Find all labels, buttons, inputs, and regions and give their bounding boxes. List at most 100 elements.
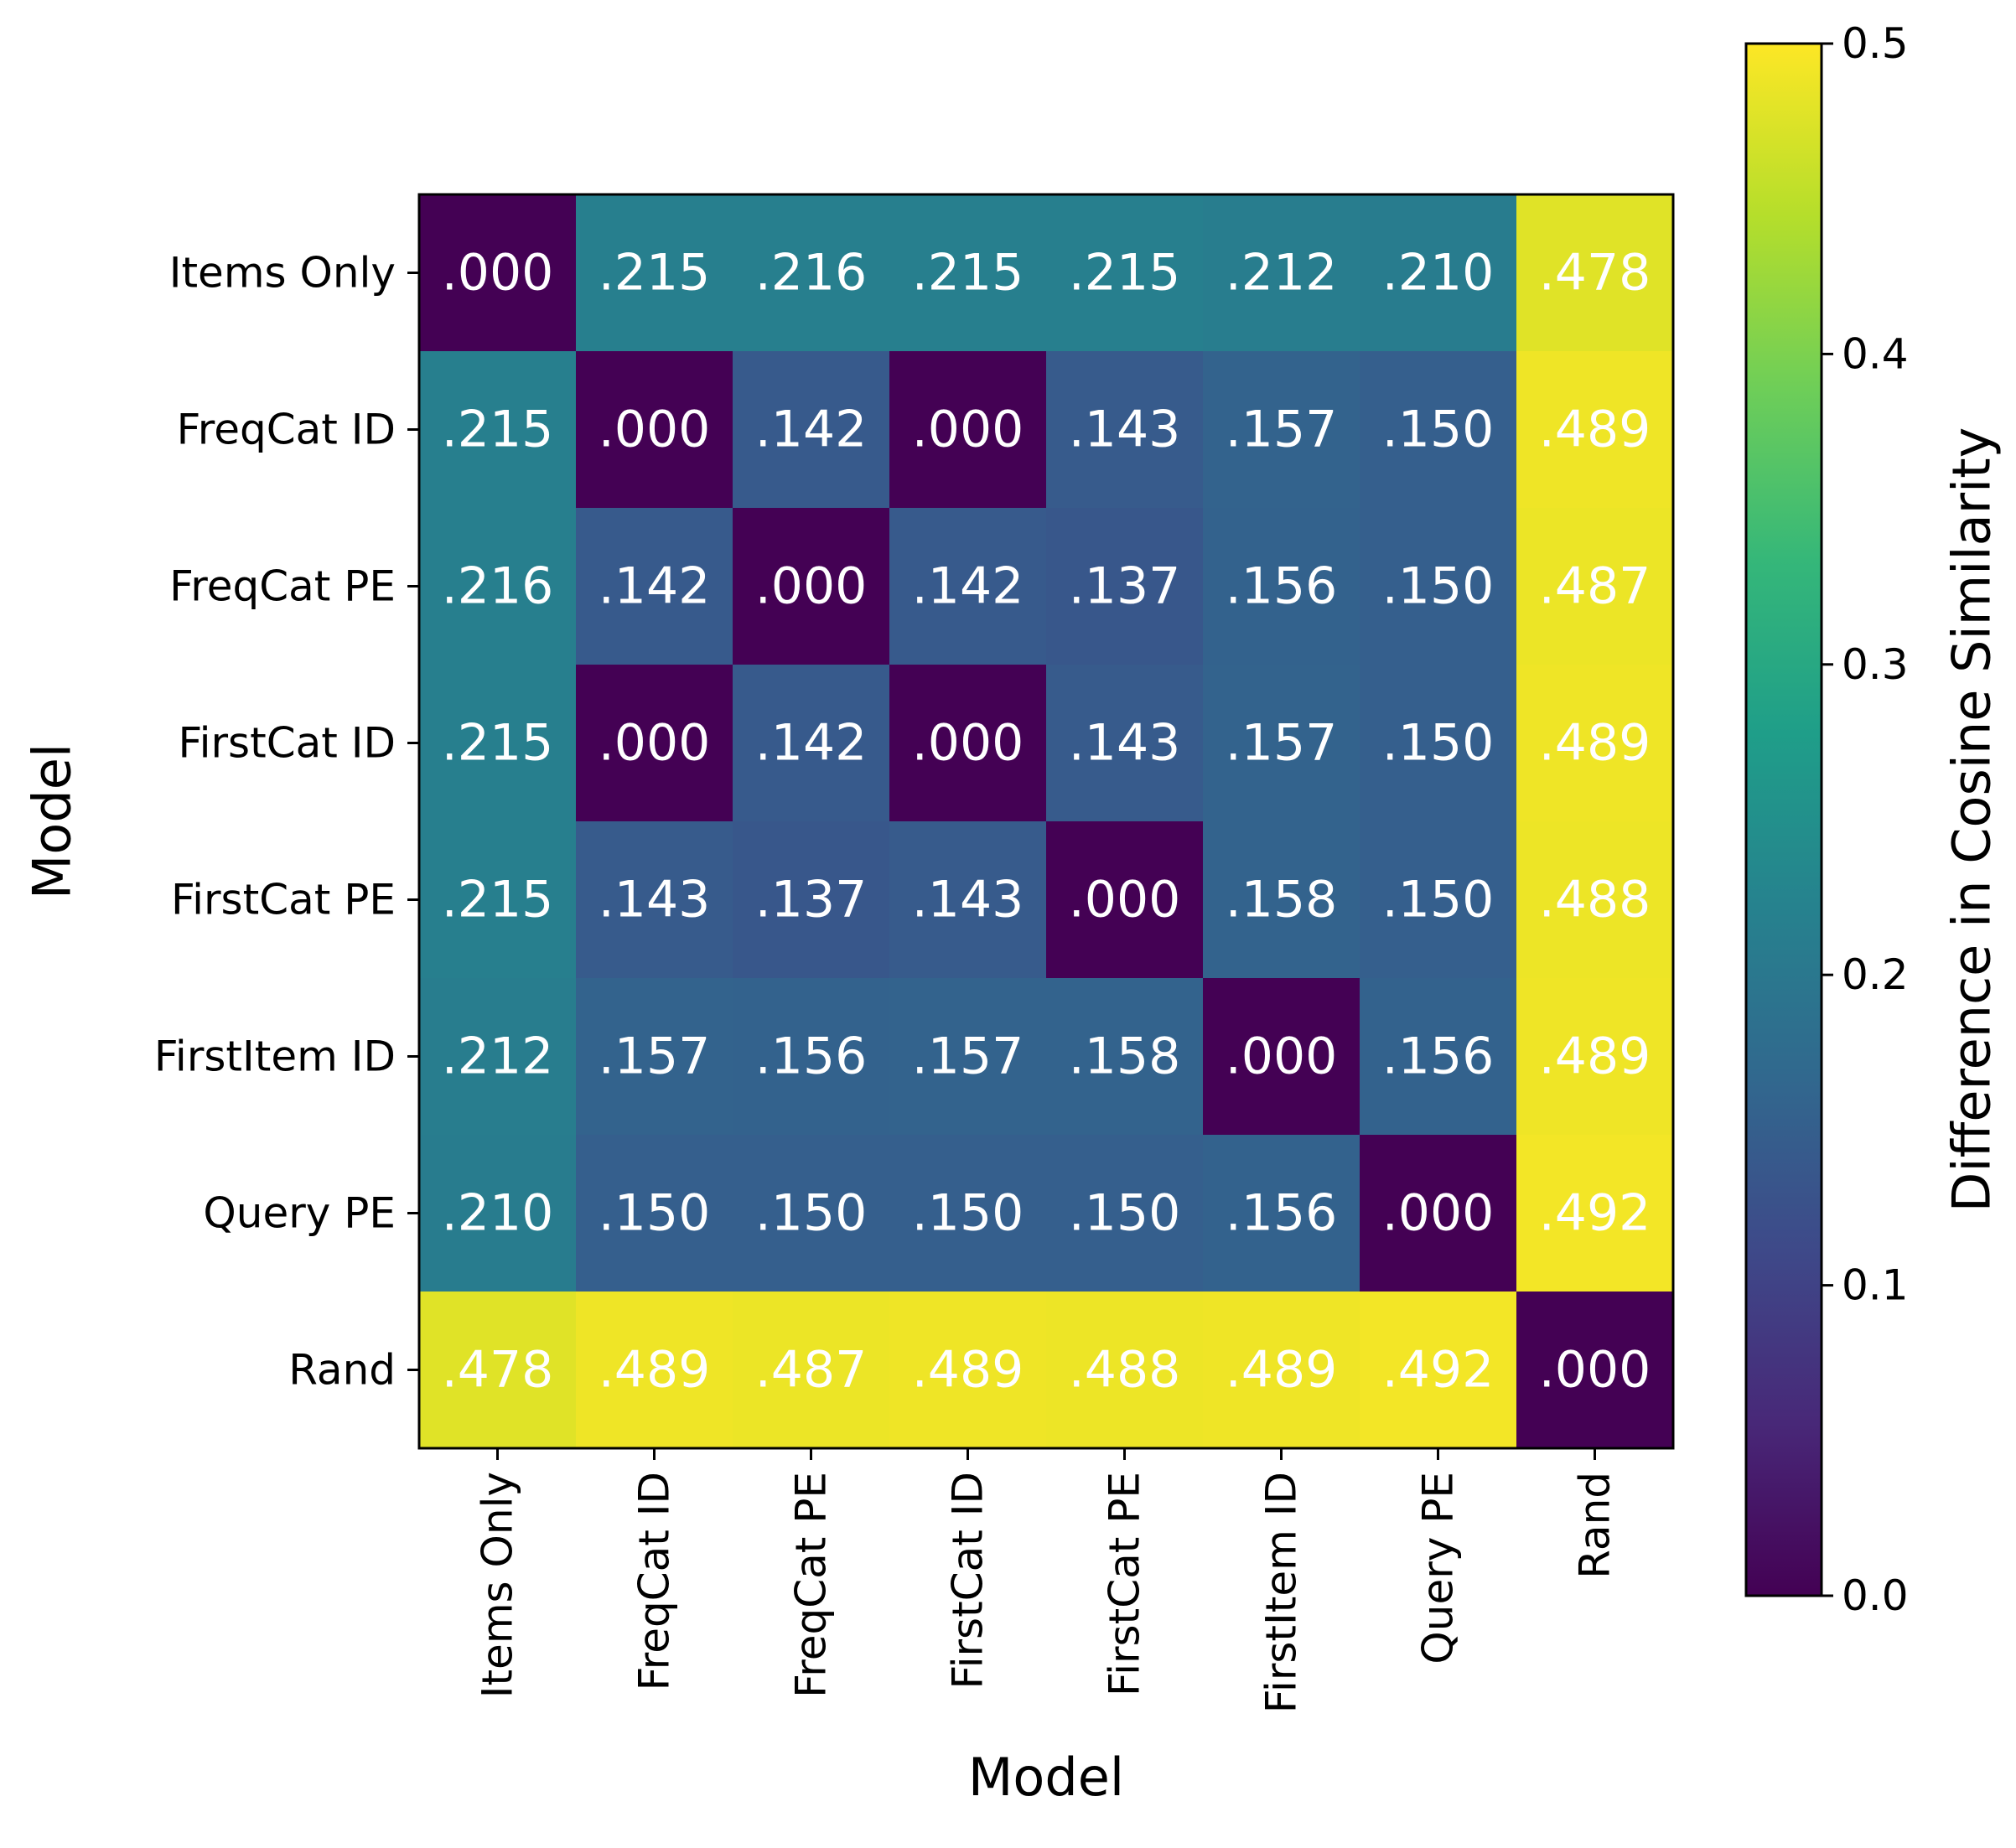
heatmap-cell-label: .492 [1382, 1341, 1495, 1400]
colorbar-tick-label: 0.5 [1842, 19, 1909, 68]
heatmap-cell-label: .478 [1539, 244, 1651, 303]
heatmap-cell [419, 351, 577, 509]
heatmap-cell [889, 1135, 1047, 1292]
heatmap-cell-label: .489 [912, 1341, 1024, 1400]
x-axis-label: Model [968, 1747, 1124, 1808]
y-tick-label: FirstCat ID [178, 719, 396, 768]
colorbar-frame [1744, 42, 1823, 1597]
heatmap-cell-label: .487 [755, 1341, 868, 1400]
heatmap-cell-label: .215 [1069, 244, 1181, 303]
heatmap-cell [576, 194, 733, 352]
heatmap-cell-label: .150 [912, 1184, 1024, 1243]
x-axis-ticks: Items Only FreqCat ID FreqCat PE FirstCat I… [474, 1448, 1620, 1713]
heatmap-cell-label: .157 [599, 1028, 711, 1086]
heatmap-cell [733, 665, 890, 822]
heatmap-cell-label: .158 [1226, 871, 1338, 929]
heatmap-cell-label: .215 [912, 244, 1024, 303]
heatmap-cell [1203, 351, 1360, 509]
heatmap-cell [1360, 1135, 1517, 1292]
heatmap-cell [1203, 978, 1360, 1136]
heatmap-cell [1516, 1135, 1674, 1292]
x-tick-label: FirstCat PE [1101, 1472, 1149, 1696]
heatmap-cell-label: .489 [1539, 714, 1651, 773]
heatmap-cell-label: .150 [1382, 557, 1495, 616]
heatmap-cell-label: .488 [1539, 871, 1651, 929]
heatmap-cell-label: .212 [442, 1028, 554, 1086]
y-tick-label: Items Only [169, 249, 396, 298]
heatmap-cell [419, 665, 577, 822]
heatmap-cell [1360, 1292, 1517, 1449]
heatmap-cell [1360, 821, 1517, 979]
heatmap-cell-label: .000 [755, 557, 868, 616]
heatmap-cell [889, 665, 1047, 822]
heatmap-cell-label: .478 [442, 1341, 554, 1400]
heatmap-cell-label: .000 [1539, 1341, 1651, 1400]
heatmap-cells [419, 194, 1674, 1449]
heatmap-cell [419, 508, 577, 665]
colorbar-tick-label: 0.0 [1842, 1571, 1909, 1620]
heatmap-cell [576, 821, 733, 979]
heatmap-cell [889, 1292, 1047, 1449]
heatmap-cell [1516, 508, 1674, 665]
y-tick-label: FirstItem ID [154, 1033, 396, 1081]
heatmap-cell-label: .143 [1069, 401, 1181, 459]
heatmap-cell [889, 194, 1047, 352]
heatmap-cell-label: .000 [1382, 1184, 1495, 1243]
heatmap-cell [889, 508, 1047, 665]
heatmap-cell [419, 1135, 577, 1292]
heatmap-cell [733, 1292, 890, 1449]
heatmap-cell-labels: .000 .215 .216 .215 .215 .212 .210 .478 .215 .000… [442, 244, 1651, 1400]
x-tick-label: FreqCat PE [787, 1472, 836, 1698]
heatmap-cell [1203, 665, 1360, 822]
x-tick-label: FirstItem ID [1257, 1472, 1306, 1713]
plot-frame [417, 193, 1675, 1450]
heatmap-cell-label: .489 [1226, 1341, 1338, 1400]
heatmap-cell-label: .489 [599, 1341, 711, 1400]
heatmap-cell-label: .000 [442, 244, 554, 303]
heatmap-cell-label: .000 [1226, 1028, 1338, 1086]
heatmap-cell-label: .158 [1069, 1028, 1181, 1086]
heatmap-cell-label: .488 [1069, 1341, 1181, 1400]
heatmap-cell-label: .156 [755, 1028, 868, 1086]
heatmap-cell [889, 821, 1047, 979]
heatmap-cell-label: .150 [599, 1184, 711, 1243]
heatmap-cell-label: .142 [755, 714, 868, 773]
heatmap-cell [1046, 978, 1204, 1136]
heatmap-cell [1046, 351, 1204, 509]
heatmap-cell-label: .137 [755, 871, 868, 929]
heatmap-cell [1360, 508, 1517, 665]
heatmap-cell-label: .156 [1226, 1184, 1338, 1243]
heatmap-cell-label: .137 [1069, 557, 1181, 616]
heatmap-cell [1516, 978, 1674, 1136]
heatmap-cell [576, 508, 733, 665]
heatmap-cell-label: .150 [1382, 401, 1495, 459]
heatmap-cell-label: .216 [755, 244, 868, 303]
heatmap-cell [1360, 665, 1517, 822]
heatmap-cell-label: .142 [755, 401, 868, 459]
colorbar-tick-label: 0.3 [1842, 640, 1909, 689]
heatmap-cell [1046, 1292, 1204, 1449]
heatmap-cell [733, 978, 890, 1136]
heatmap-cell-label: .000 [1069, 871, 1181, 929]
heatmap-cell-label: .142 [912, 557, 1024, 616]
colorbar-tick-label: 0.4 [1842, 329, 1909, 378]
y-tick-label: Rand [288, 1346, 396, 1395]
x-tick-label: Rand [1571, 1472, 1620, 1579]
heatmap-cell-label: .489 [1539, 401, 1651, 459]
colorbar [1746, 44, 1822, 1596]
heatmap-cell [1360, 351, 1517, 509]
heatmap-cell-label: .150 [1069, 1184, 1181, 1243]
heatmap-cell [1360, 978, 1517, 1136]
heatmap-cell-label: .487 [1539, 557, 1651, 616]
heatmap-cell [1203, 508, 1360, 665]
heatmap-cell-label: .150 [1382, 871, 1495, 929]
heatmap-cell [1516, 194, 1674, 352]
heatmap-cell-label: .142 [599, 557, 711, 616]
heatmap-cell-label: .000 [599, 401, 711, 459]
heatmap-cell-label: .492 [1539, 1184, 1651, 1243]
colorbar-tick-label: 0.2 [1842, 950, 1909, 999]
heatmap-cell [1516, 351, 1674, 509]
heatmap-cell-label: .143 [599, 871, 711, 929]
heatmap-cell [1046, 665, 1204, 822]
